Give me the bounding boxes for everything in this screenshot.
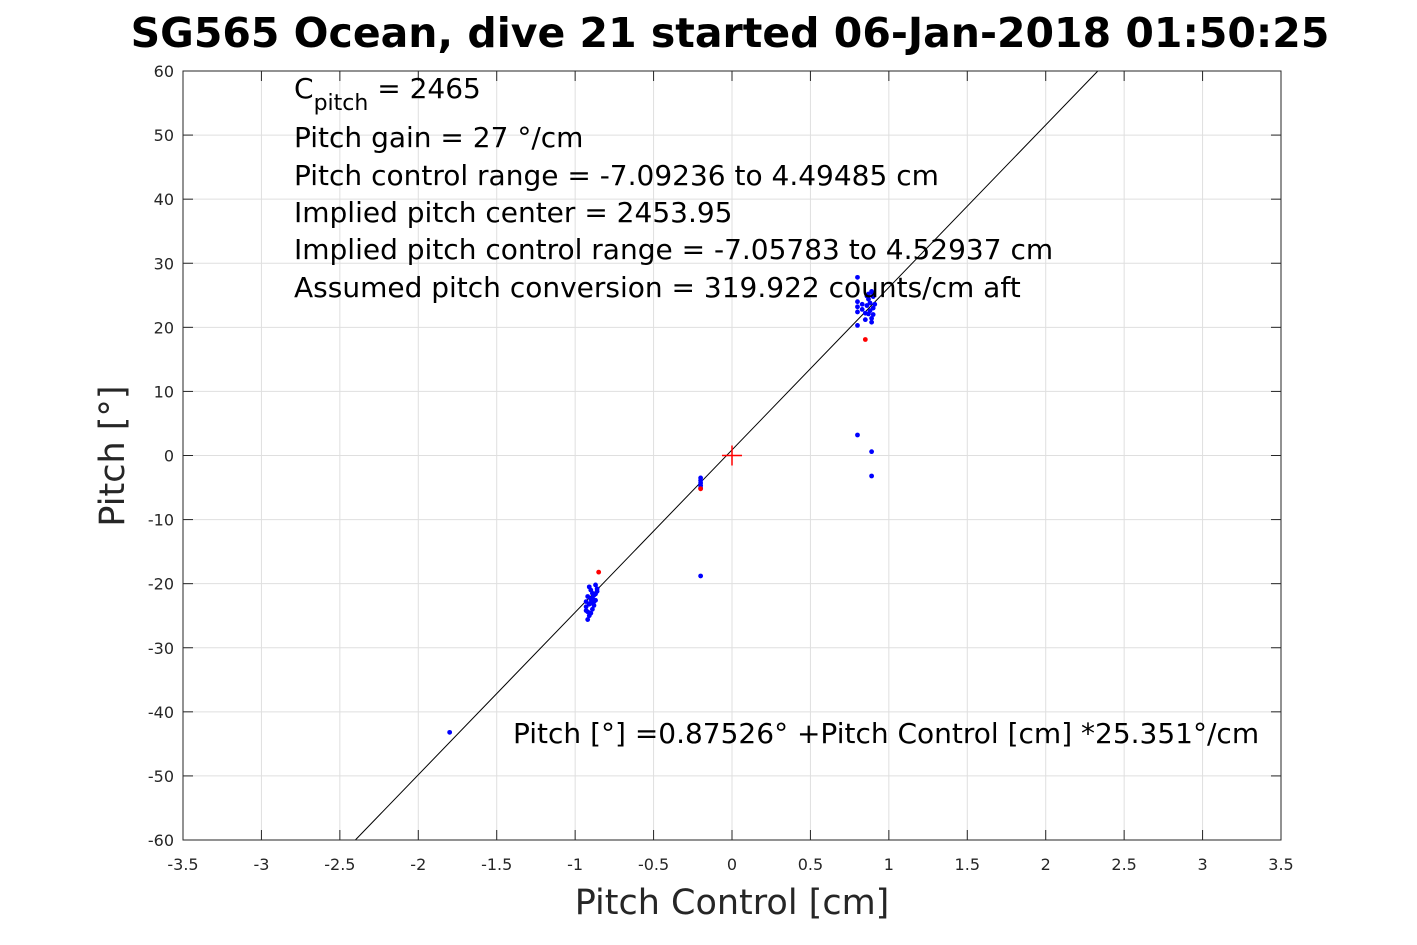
x-axis-label: Pitch Control [cm] — [575, 883, 890, 923]
data-point — [593, 591, 598, 597]
data-point — [869, 315, 875, 321]
data-point — [583, 604, 589, 610]
x-tick-label: -2.5 — [324, 855, 355, 874]
x-tick-label: -1 — [567, 855, 583, 874]
data-point — [855, 309, 860, 315]
y-tick-label: 60 — [154, 62, 174, 81]
data-point — [869, 319, 875, 325]
y-tick-label: -60 — [148, 831, 174, 850]
cpitch-main: C — [294, 72, 314, 105]
x-tick-label: 0 — [727, 855, 737, 874]
chart-title: SG565 Ocean, dive 21 started 06-Jan-2018… — [131, 9, 1330, 57]
y-tick-label: -30 — [148, 639, 174, 658]
cpitch-value: = 2465 — [368, 72, 481, 105]
x-tick-label: 2.5 — [1111, 855, 1136, 874]
data-point — [859, 306, 865, 312]
cpitch-annotation: Cpitch = 2465 — [294, 72, 481, 116]
data-point — [589, 606, 595, 612]
x-tick-label: -0.5 — [638, 855, 669, 874]
y-tick-label: -20 — [148, 575, 174, 594]
data-point — [698, 573, 704, 579]
data-point — [867, 300, 873, 306]
data-point — [872, 301, 878, 307]
data-point — [862, 317, 868, 323]
x-tick-label: -2 — [410, 855, 426, 874]
data-point — [870, 312, 876, 317]
x-tick-label: 3.5 — [1268, 855, 1293, 874]
x-tick-label: 0.5 — [798, 855, 823, 874]
data-point — [591, 603, 597, 608]
conversion-annotation: Assumed pitch conversion = 319.922 count… — [294, 271, 1021, 304]
y-tick-label: -40 — [148, 703, 174, 722]
points-layer — [447, 274, 878, 735]
pitch-gain-annotation: Pitch gain = 27 °/cm — [294, 121, 583, 154]
data-point — [870, 290, 876, 296]
data-point — [588, 610, 594, 616]
x-tick-label: -3.5 — [167, 855, 198, 874]
data-point — [869, 449, 875, 455]
data-point — [698, 486, 704, 492]
y-tick-label: 40 — [154, 190, 174, 209]
data-point — [596, 569, 602, 575]
data-point — [855, 432, 860, 438]
implied-center-annotation: Implied pitch center = 2453.95 — [294, 196, 732, 229]
info-annotations: Cpitch = 2465 Pitch gain = 27 °/cm Pitch… — [294, 72, 1259, 750]
x-tick-label: 3 — [1197, 855, 1207, 874]
y-tick-label: 0 — [164, 447, 174, 466]
y-tick-label: -10 — [148, 511, 174, 530]
implied-range-annotation: Implied pitch control range = -7.05783 t… — [294, 233, 1053, 266]
y-axis-label: Pitch [°] — [93, 385, 133, 526]
data-point — [583, 599, 589, 605]
x-tick-label: 1.5 — [955, 855, 980, 874]
fit-equation-annotation: Pitch [°] =0.87526° +Pitch Control [cm] … — [513, 717, 1259, 750]
x-tick-label: -1.5 — [481, 855, 512, 874]
cpitch-subscript: pitch — [314, 91, 369, 116]
data-point — [855, 274, 860, 280]
data-point — [855, 299, 860, 305]
data-point — [855, 323, 860, 328]
x-tick-label: 1 — [884, 855, 894, 874]
y-tick-label: 30 — [154, 254, 174, 273]
y-tick-label: 50 — [154, 126, 174, 145]
data-point — [866, 311, 871, 317]
y-tick-label: -50 — [148, 767, 174, 786]
x-tick-label: -3 — [253, 855, 269, 874]
data-point — [855, 304, 860, 310]
data-point — [859, 301, 865, 307]
data-point — [594, 586, 600, 592]
y-tick-label: 20 — [154, 318, 174, 337]
data-point — [585, 617, 591, 622]
data-point — [593, 582, 598, 588]
data-point — [862, 337, 868, 342]
plot-frame — [182, 70, 1282, 841]
data-point — [583, 608, 589, 613]
data-point — [870, 305, 876, 311]
data-point — [864, 293, 870, 299]
center-cross-marker — [722, 445, 742, 466]
data-point — [869, 473, 875, 479]
control-range-annotation: Pitch control range = -7.09236 to 4.4948… — [294, 159, 939, 192]
x-tick-label: 2 — [1041, 855, 1051, 874]
data-point — [447, 729, 453, 735]
data-point — [589, 595, 595, 601]
y-tick-label: 10 — [154, 382, 174, 401]
